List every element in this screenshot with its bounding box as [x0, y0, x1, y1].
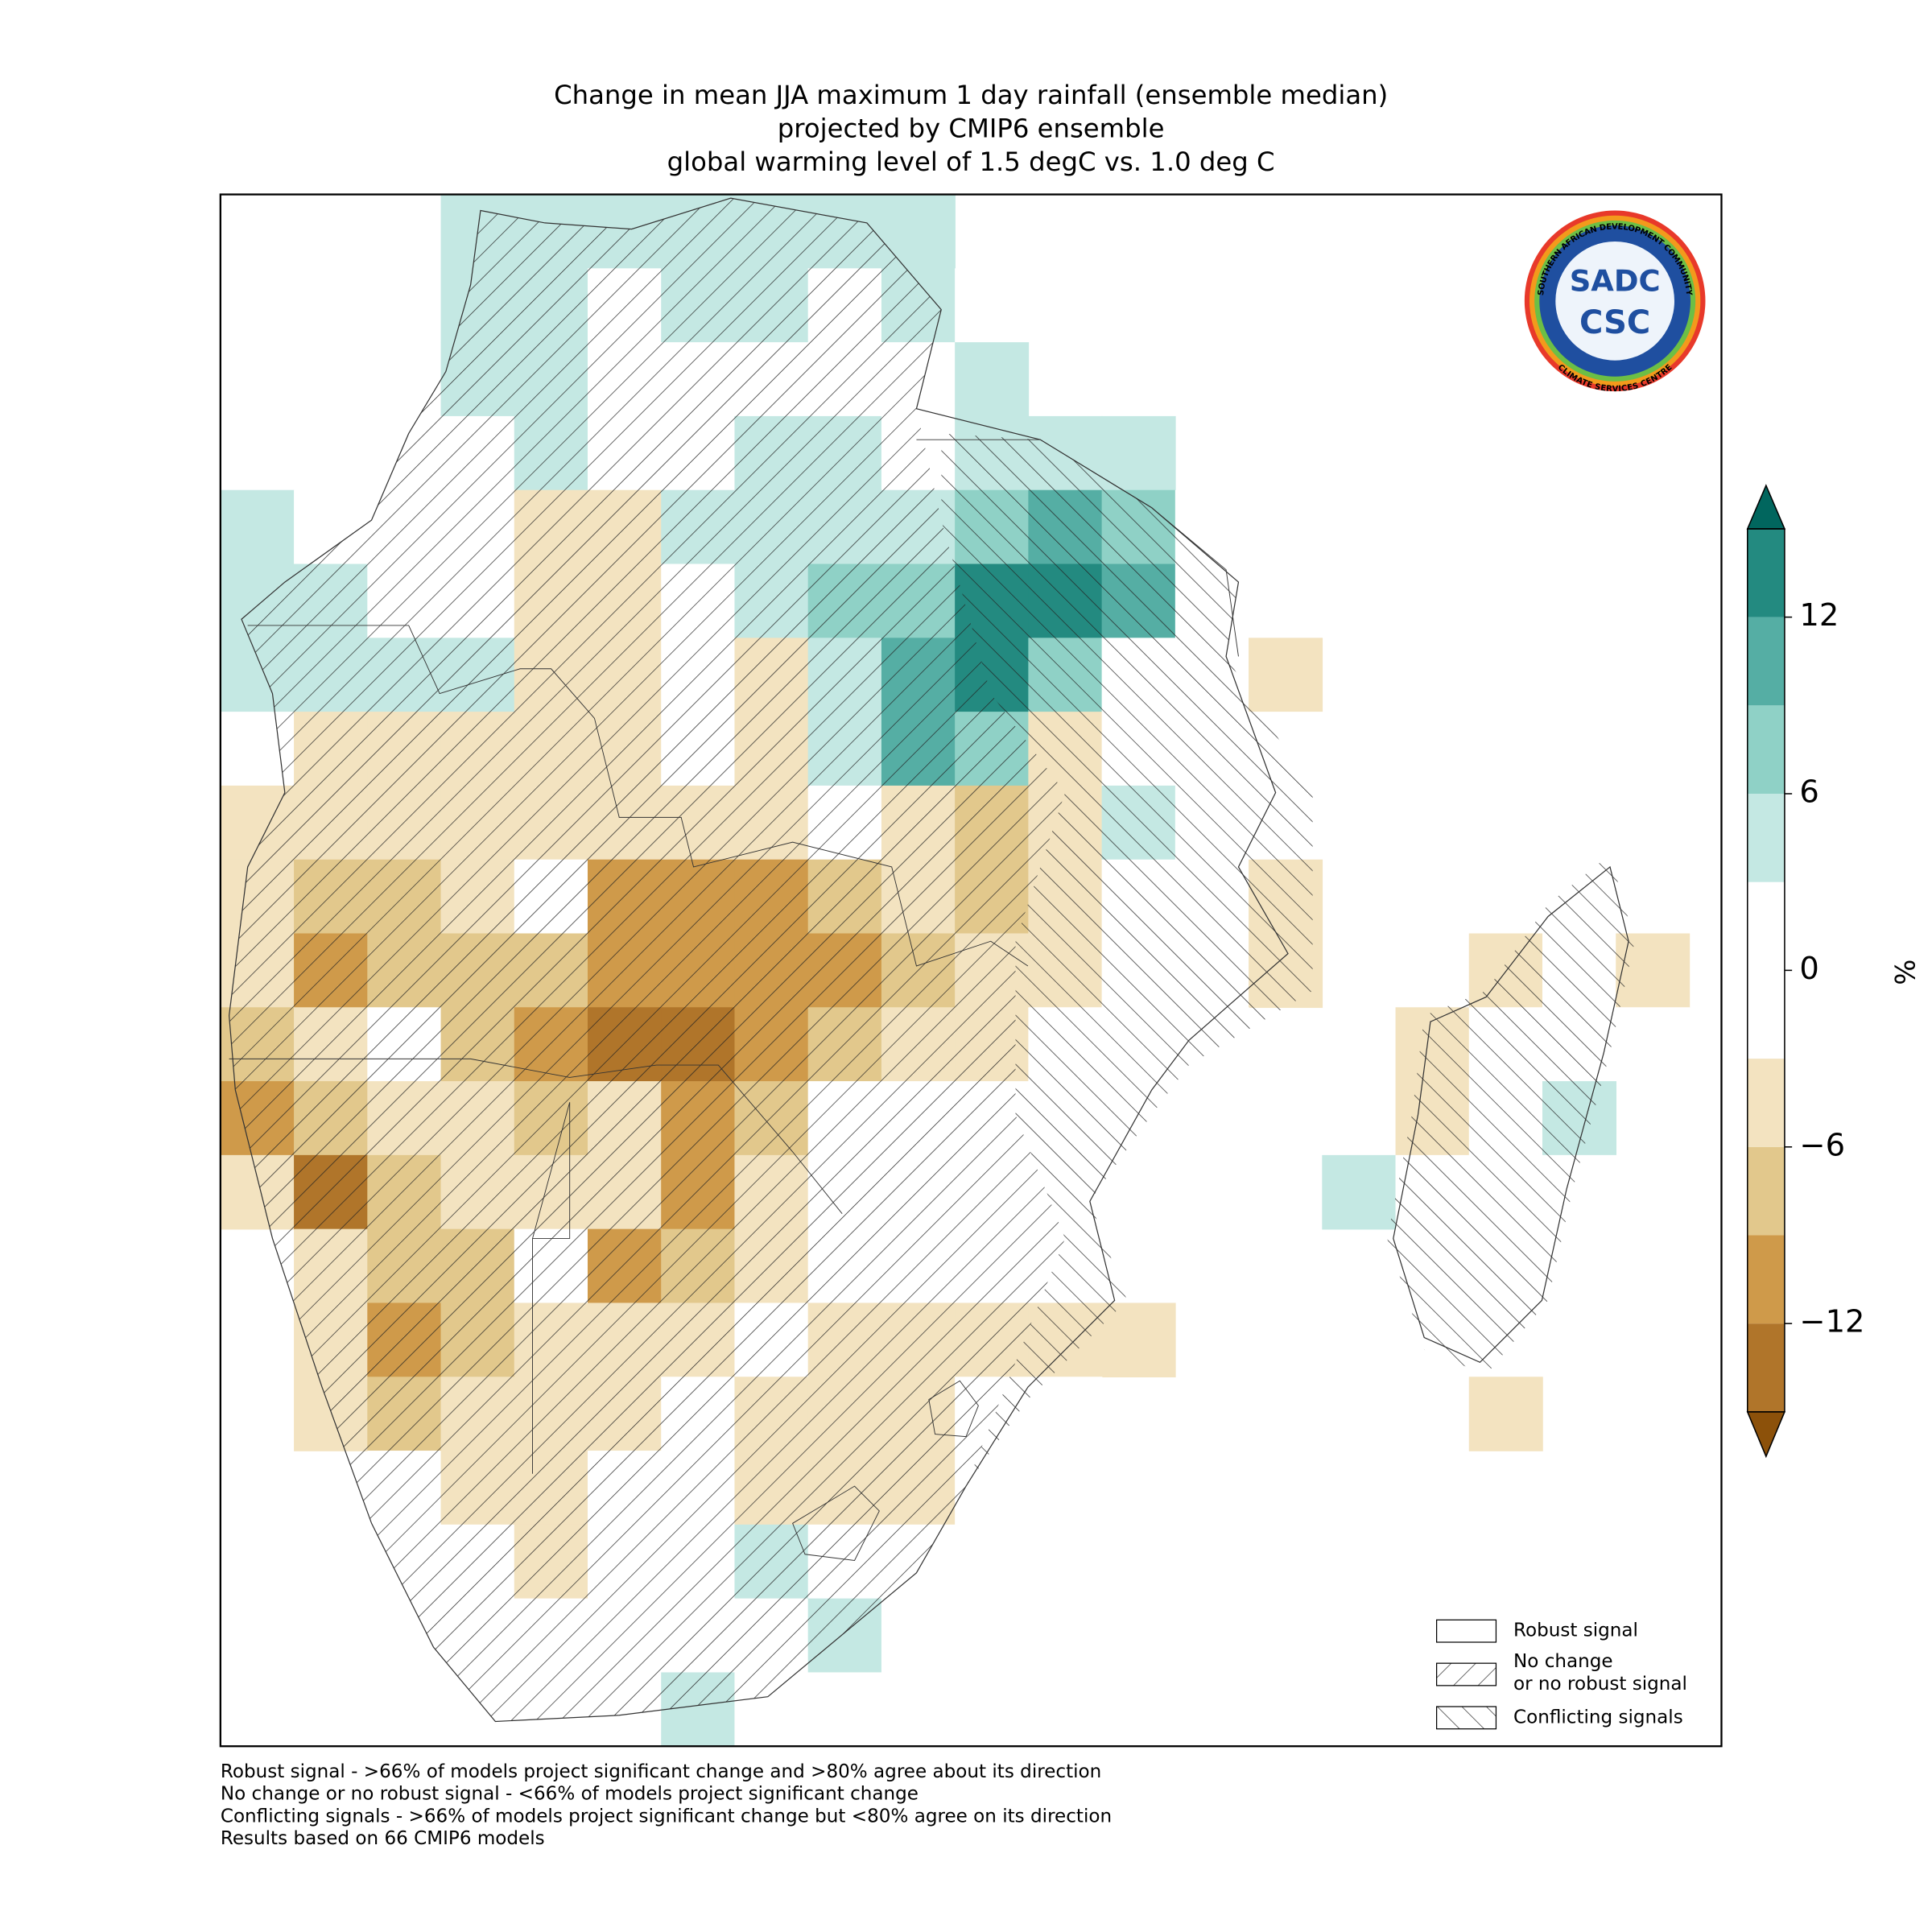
- colorbar-tick-label: 6: [1799, 774, 1818, 811]
- colorbar-tick-label: 12: [1799, 597, 1839, 634]
- colorbar-bin: [1747, 617, 1785, 706]
- colorbar-bin: [1747, 881, 1785, 1059]
- grid-cell: [1101, 1302, 1176, 1378]
- grid-cell: [955, 342, 1030, 417]
- colorbar-tick-label: −6: [1799, 1127, 1845, 1163]
- logo-center: [1555, 242, 1674, 361]
- colorbar-bin: [1747, 794, 1785, 882]
- title-line: global warming level of 1.5 degC vs. 1.0…: [667, 147, 1275, 177]
- colorbar-tick-label: −12: [1799, 1304, 1864, 1340]
- grid-cell: [1616, 1007, 1690, 1082]
- logo-text: SADC: [1570, 263, 1661, 298]
- legend: Robust signal No change or no robust sig…: [1436, 1619, 1687, 1730]
- colorbar-bin: [1747, 1146, 1785, 1236]
- grid-cell: [1101, 415, 1176, 491]
- border: [792, 1485, 880, 1561]
- title-line: projected by CMIP6 ensemble: [778, 114, 1165, 144]
- footnote: Results based on 66 CMIP6 models: [221, 1828, 545, 1849]
- colorbar-bin: [1747, 528, 1785, 617]
- colorbar-bin: [1747, 1059, 1785, 1147]
- grid-cell: [220, 489, 295, 565]
- legend-swatch: [1436, 1662, 1497, 1686]
- border: [928, 1380, 979, 1438]
- colorbar-tick-label: 0: [1799, 951, 1818, 987]
- grid-cell: [1322, 1154, 1397, 1230]
- footnote: No change or no robust signal - <66% of …: [221, 1784, 919, 1805]
- legend-label: or no robust signal: [1513, 1674, 1687, 1695]
- border: [247, 625, 1029, 967]
- grid-cell: [807, 1672, 882, 1747]
- border: [916, 439, 1239, 657]
- border: [532, 1102, 571, 1474]
- grid-cell: [1028, 1377, 1103, 1451]
- legend-label: Conflicting signals: [1513, 1707, 1683, 1728]
- coastline: [228, 197, 1289, 1723]
- logo: SOUTHERN AFRICAN DEVELOPMENT COMMUNITY C…: [1524, 210, 1706, 394]
- colorbar-bin: [1747, 1323, 1785, 1412]
- legend-label: Robust signal: [1513, 1620, 1638, 1641]
- border: [229, 1058, 843, 1214]
- colorbar-label: %: [1890, 960, 1922, 985]
- colorbar-extend: [1746, 484, 1786, 530]
- grid-cell: [1249, 638, 1323, 712]
- title-line: Change in mean JJA maximum 1 day rainfal…: [554, 80, 1388, 110]
- legend-swatch: [1436, 1706, 1497, 1730]
- map-frame: [219, 193, 1723, 1748]
- grid-cell: [1468, 1377, 1543, 1451]
- grid-cell: [1395, 933, 1470, 1009]
- colorbar-bin: [1747, 1235, 1785, 1324]
- grid-cell: [881, 1598, 956, 1674]
- legend-swatch: [1436, 1619, 1497, 1643]
- colorbar: −12 −6 0 6 12: [1746, 484, 1865, 1459]
- colorbar-extend: [1746, 1411, 1786, 1459]
- coastline: [1393, 865, 1629, 1364]
- grid-cell: [955, 268, 1030, 343]
- footnote: Conflicting signals - >66% of models pro…: [221, 1806, 1112, 1827]
- logo-text: CSC: [1579, 304, 1650, 341]
- grid-cell: [955, 1524, 1030, 1600]
- colorbar-bin: [1747, 705, 1785, 794]
- footnote: Robust signal - >66% of models project s…: [221, 1761, 1101, 1782]
- legend-label: No change: [1513, 1651, 1613, 1672]
